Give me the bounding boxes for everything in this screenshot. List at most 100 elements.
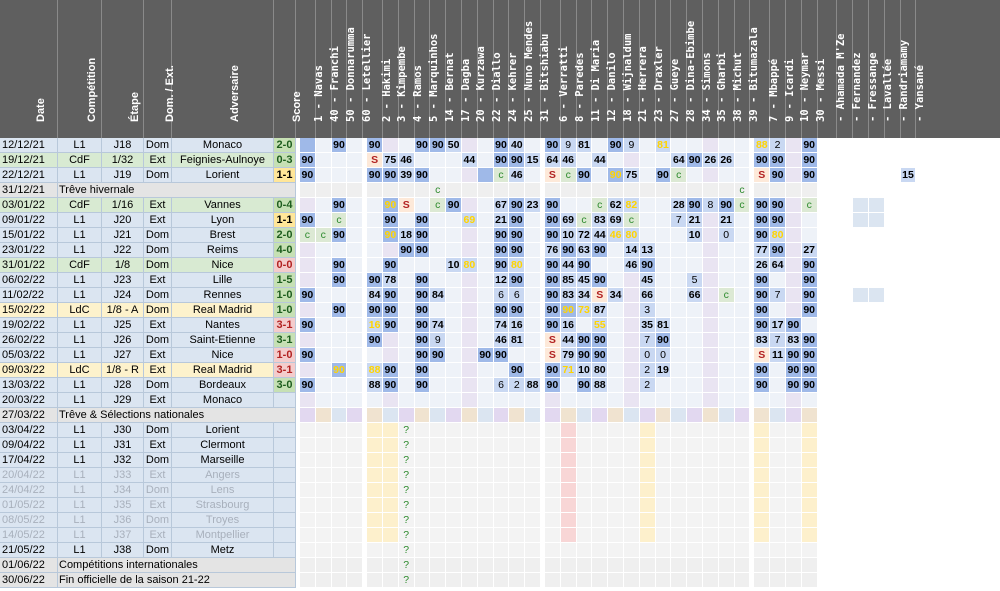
player-cell[interactable]: 90: [414, 168, 431, 183]
player-cell[interactable]: [300, 273, 316, 288]
player-cell[interactable]: [300, 183, 316, 198]
player-cell[interactable]: [734, 243, 751, 258]
player-cell[interactable]: 46: [398, 153, 415, 168]
player-cell[interactable]: [347, 138, 364, 153]
player-cell[interactable]: [347, 573, 364, 588]
player-cell[interactable]: [462, 198, 478, 213]
player-cell[interactable]: [624, 573, 640, 588]
player-cell[interactable]: [801, 393, 818, 408]
player-cell[interactable]: [703, 483, 719, 498]
player-cell[interactable]: [853, 213, 869, 228]
player-cell[interactable]: [331, 543, 348, 558]
player-cell[interactable]: [786, 243, 802, 258]
player-cell[interactable]: [608, 543, 624, 558]
dom-cell[interactable]: Ext: [144, 273, 172, 288]
adv-cell[interactable]: Real Madrid: [172, 303, 274, 318]
player-cell[interactable]: [821, 498, 838, 513]
player-cell[interactable]: [734, 138, 751, 153]
player-cell[interactable]: [801, 498, 818, 513]
date-cell[interactable]: 19/02/22: [0, 318, 58, 333]
player-cell[interactable]: [347, 363, 364, 378]
player-cell[interactable]: 34: [608, 288, 624, 303]
player-cell[interactable]: [398, 273, 415, 288]
player-cell[interactable]: 80: [624, 228, 640, 243]
score-cell[interactable]: 1-0: [274, 348, 296, 363]
player-cell[interactable]: [315, 348, 332, 363]
player-cell[interactable]: [592, 468, 609, 483]
player-cell[interactable]: [477, 168, 494, 183]
player-cell[interactable]: [734, 423, 751, 438]
player-cell[interactable]: [383, 543, 399, 558]
etape-cell[interactable]: J29: [102, 393, 144, 408]
player-cell[interactable]: 0: [639, 348, 656, 363]
player-cell[interactable]: [446, 558, 462, 573]
player-cell[interactable]: [869, 528, 885, 543]
player-cell[interactable]: [718, 468, 735, 483]
player-cell[interactable]: [315, 423, 332, 438]
player-cell[interactable]: c: [671, 168, 688, 183]
player-cell[interactable]: [414, 483, 431, 498]
player-cell[interactable]: [853, 153, 869, 168]
player-cell[interactable]: [718, 183, 735, 198]
player-cell[interactable]: [477, 528, 494, 543]
player-cell[interactable]: [671, 138, 688, 153]
player-cell[interactable]: 90: [801, 153, 818, 168]
player-cell[interactable]: [477, 183, 494, 198]
player-cell[interactable]: [655, 213, 672, 228]
player-cell[interactable]: [367, 513, 383, 528]
player-cell[interactable]: [786, 288, 802, 303]
player-cell[interactable]: [853, 183, 869, 198]
player-cell[interactable]: [786, 273, 802, 288]
player-cell[interactable]: [446, 213, 462, 228]
player-cell[interactable]: [853, 348, 869, 363]
player-cell[interactable]: 90: [801, 258, 818, 273]
etape-cell[interactable]: 1/8: [102, 258, 144, 273]
player-cell[interactable]: [639, 573, 656, 588]
date-cell[interactable]: 23/01/22: [0, 243, 58, 258]
player-cell[interactable]: [383, 408, 399, 423]
player-cell[interactable]: [367, 438, 383, 453]
player-cell[interactable]: [315, 543, 332, 558]
player-cell[interactable]: [462, 303, 478, 318]
player-cell[interactable]: [770, 363, 786, 378]
player-cell[interactable]: [414, 408, 431, 423]
player-cell[interactable]: 69: [608, 213, 624, 228]
col-header-etape[interactable]: Étape: [102, 0, 144, 138]
player-cell[interactable]: [477, 243, 494, 258]
player-cell[interactable]: [639, 393, 656, 408]
player-cell[interactable]: [525, 303, 541, 318]
player-cell[interactable]: 90: [414, 243, 431, 258]
dom-cell[interactable]: Ext: [144, 348, 172, 363]
player-cell[interactable]: [315, 303, 332, 318]
note-text[interactable]: Trêve & Sélections nationales: [58, 408, 296, 423]
player-cell[interactable]: [853, 453, 869, 468]
player-cell[interactable]: [477, 228, 494, 243]
player-cell[interactable]: [545, 183, 561, 198]
date-cell[interactable]: 20/04/22: [0, 468, 58, 483]
player-cell[interactable]: [576, 198, 593, 213]
player-cell[interactable]: 90: [414, 228, 431, 243]
player-cell[interactable]: [703, 288, 719, 303]
comp-cell[interactable]: L1: [58, 243, 102, 258]
date-cell[interactable]: 11/02/22: [0, 288, 58, 303]
player-cell[interactable]: [624, 513, 640, 528]
player-cell[interactable]: 90: [754, 228, 771, 243]
player-cell[interactable]: [786, 258, 802, 273]
player-header[interactable]: 17 - Dagba: [446, 0, 472, 138]
player-cell[interactable]: [837, 213, 854, 228]
player-cell[interactable]: [821, 393, 838, 408]
adv-cell[interactable]: Troyes: [172, 513, 274, 528]
date-cell[interactable]: 13/03/22: [0, 378, 58, 393]
player-cell[interactable]: [560, 558, 577, 573]
player-cell[interactable]: [525, 183, 541, 198]
player-cell[interactable]: [525, 483, 541, 498]
player-cell[interactable]: [900, 438, 917, 453]
player-cell[interactable]: [560, 438, 577, 453]
etape-cell[interactable]: 1/8 - R: [102, 363, 144, 378]
player-cell[interactable]: [786, 438, 802, 453]
player-cell[interactable]: [853, 198, 869, 213]
player-cell[interactable]: [703, 318, 719, 333]
player-cell[interactable]: 90: [592, 348, 609, 363]
player-cell[interactable]: [770, 273, 786, 288]
player-cell[interactable]: [671, 513, 688, 528]
